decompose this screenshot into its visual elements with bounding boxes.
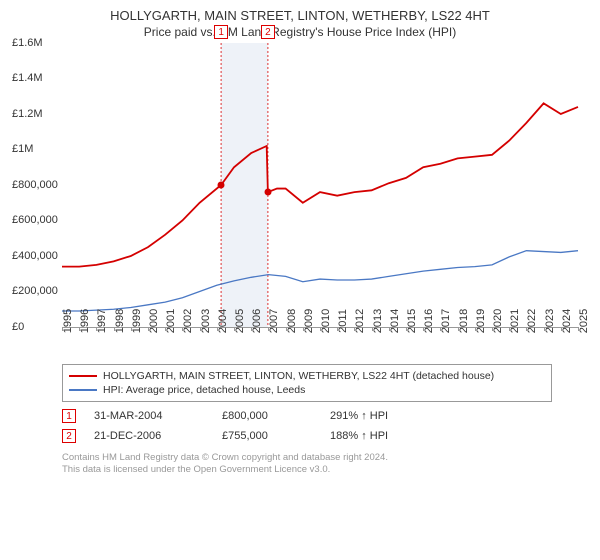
footer-attribution: Contains HM Land Registry data © Crown c… bbox=[62, 452, 588, 477]
chart-title: HOLLYGARTH, MAIN STREET, LINTON, WETHERB… bbox=[12, 8, 588, 25]
y-axis-tick: £600,000 bbox=[12, 214, 57, 226]
x-axis-tick: 2014 bbox=[389, 309, 401, 333]
x-axis-tick: 2012 bbox=[354, 309, 366, 333]
series-price_paid bbox=[62, 103, 578, 266]
y-axis-tick: £0 bbox=[12, 321, 57, 333]
events-table: 1 31-MAR-2004 £800,000 291% ↑ HPI 2 21-DEC-20… bbox=[62, 406, 588, 446]
x-axis-tick: 2011 bbox=[337, 309, 349, 333]
x-axis-tick: 2007 bbox=[268, 309, 280, 333]
legend-swatch bbox=[69, 389, 97, 391]
event-index-box: 1 bbox=[62, 409, 76, 423]
x-axis-tick: 2003 bbox=[200, 309, 212, 333]
x-axis-tick: 2010 bbox=[320, 309, 332, 333]
y-axis-tick: £1.6M bbox=[12, 37, 57, 49]
event-pct: 291% ↑ HPI bbox=[330, 410, 410, 422]
event-price: £755,000 bbox=[222, 430, 312, 442]
legend-item: HOLLYGARTH, MAIN STREET, LINTON, WETHERB… bbox=[69, 369, 545, 383]
x-axis-tick: 2008 bbox=[286, 309, 298, 333]
x-axis-tick: 2019 bbox=[475, 309, 487, 333]
x-axis-tick: 2009 bbox=[303, 309, 315, 333]
footer-line-2: This data is licensed under the Open Gov… bbox=[62, 464, 588, 476]
x-axis-tick: 2023 bbox=[544, 309, 556, 333]
chart-area: £0£200,000£400,000£600,000£800,000£1M£1.… bbox=[62, 43, 578, 358]
event-dot-2 bbox=[264, 188, 271, 195]
event-marker-2: 2 bbox=[261, 25, 275, 39]
chart-subtitle: Price paid vs. HM Land Registry's House … bbox=[12, 25, 588, 39]
plot-region: £0£200,000£400,000£600,000£800,000£1M£1.… bbox=[62, 43, 578, 328]
x-axis-tick: 2013 bbox=[372, 309, 384, 333]
x-axis-tick: 2021 bbox=[509, 309, 521, 333]
event-row: 2 21-DEC-2006 £755,000 188% ↑ HPI bbox=[62, 426, 588, 446]
x-axis-tick: 1996 bbox=[79, 309, 91, 333]
event-pct: 188% ↑ HPI bbox=[330, 430, 410, 442]
legend-swatch bbox=[69, 375, 97, 377]
y-axis-tick: £400,000 bbox=[12, 250, 57, 262]
legend: HOLLYGARTH, MAIN STREET, LINTON, WETHERB… bbox=[62, 364, 552, 402]
y-axis-tick: £1M bbox=[12, 143, 57, 155]
event-date: 21-DEC-2006 bbox=[94, 430, 204, 442]
legend-label: HPI: Average price, detached house, Leed… bbox=[103, 384, 305, 396]
x-axis-tick: 2025 bbox=[578, 309, 590, 333]
footer-line-1: Contains HM Land Registry data © Crown c… bbox=[62, 452, 588, 464]
x-axis-tick: 2002 bbox=[182, 309, 194, 333]
x-axis-tick: 2005 bbox=[234, 309, 246, 333]
y-axis-tick: £1.2M bbox=[12, 108, 57, 120]
x-axis-tick: 2017 bbox=[440, 309, 452, 333]
x-axis-tick: 2015 bbox=[406, 309, 418, 333]
x-axis-tick: 1999 bbox=[131, 309, 143, 333]
x-axis-tick: 2020 bbox=[492, 309, 504, 333]
chart-svg bbox=[62, 43, 578, 327]
series-hpi bbox=[62, 251, 578, 311]
x-axis-tick: 2004 bbox=[217, 309, 229, 333]
x-axis-tick: 2006 bbox=[251, 309, 263, 333]
event-row: 1 31-MAR-2004 £800,000 291% ↑ HPI bbox=[62, 406, 588, 426]
x-axis-tick: 2024 bbox=[561, 309, 573, 333]
legend-label: HOLLYGARTH, MAIN STREET, LINTON, WETHERB… bbox=[103, 370, 494, 382]
x-axis-tick: 1995 bbox=[62, 309, 74, 333]
x-axis-tick: 2000 bbox=[148, 309, 160, 333]
event-band bbox=[221, 43, 268, 327]
x-axis-tick: 2018 bbox=[458, 309, 470, 333]
y-axis-tick: £800,000 bbox=[12, 179, 57, 191]
legend-item: HPI: Average price, detached house, Leed… bbox=[69, 383, 545, 397]
event-dot-1 bbox=[218, 181, 225, 188]
y-axis-tick: £1.4M bbox=[12, 72, 57, 84]
x-axis-tick: 2016 bbox=[423, 309, 435, 333]
event-marker-1: 1 bbox=[214, 25, 228, 39]
x-axis-tick: 1998 bbox=[114, 309, 126, 333]
event-price: £800,000 bbox=[222, 410, 312, 422]
event-index-box: 2 bbox=[62, 429, 76, 443]
x-axis-tick: 1997 bbox=[96, 309, 108, 333]
x-axis-tick: 2001 bbox=[165, 309, 177, 333]
x-axis-tick: 2022 bbox=[526, 309, 538, 333]
y-axis-tick: £200,000 bbox=[12, 285, 57, 297]
event-date: 31-MAR-2004 bbox=[94, 410, 204, 422]
